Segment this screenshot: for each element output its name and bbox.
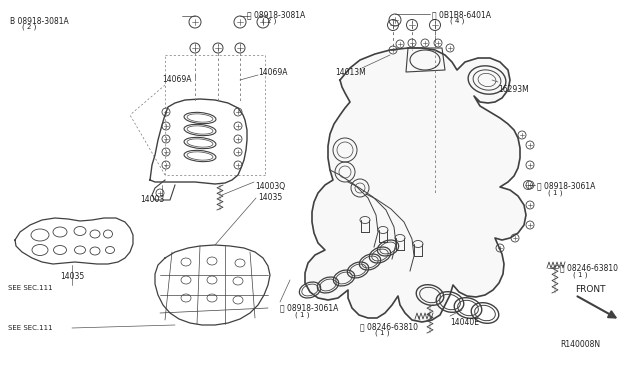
Text: 14069A: 14069A xyxy=(258,68,287,77)
Text: ( 4 ): ( 4 ) xyxy=(450,18,465,25)
Text: SEE SEC.111: SEE SEC.111 xyxy=(8,285,52,291)
Text: 14040E: 14040E xyxy=(450,318,479,327)
Text: 14003: 14003 xyxy=(140,195,164,204)
Text: Ⓝ 08918-3061A: Ⓝ 08918-3061A xyxy=(280,303,339,312)
Text: 14035: 14035 xyxy=(258,193,282,202)
Text: Ⓑ 0B1B8-6401A: Ⓑ 0B1B8-6401A xyxy=(432,10,491,19)
Text: 14013M: 14013M xyxy=(335,68,365,77)
Text: ( 1 ): ( 1 ) xyxy=(375,330,390,337)
Text: 14003Q: 14003Q xyxy=(255,182,285,191)
Text: Ⓑ 08918-3081A: Ⓑ 08918-3081A xyxy=(247,10,305,19)
Text: ( 1 ): ( 1 ) xyxy=(548,189,563,196)
Text: B 08918-3081A: B 08918-3081A xyxy=(10,17,68,26)
Text: ( 2 ): ( 2 ) xyxy=(22,24,36,31)
Text: ( 1 ): ( 1 ) xyxy=(573,271,588,278)
Text: SEE SEC.111: SEE SEC.111 xyxy=(8,325,52,331)
Text: R140008N: R140008N xyxy=(560,340,600,349)
Text: ( 1 ): ( 1 ) xyxy=(295,311,310,317)
Text: FRONT: FRONT xyxy=(575,285,605,294)
Text: Ⓝ 08918-3061A: Ⓝ 08918-3061A xyxy=(537,181,595,190)
Polygon shape xyxy=(305,48,526,322)
Text: 14035: 14035 xyxy=(60,272,84,281)
Text: 16293M: 16293M xyxy=(498,85,529,94)
Text: Ⓢ 08246-63810: Ⓢ 08246-63810 xyxy=(360,322,418,331)
Text: Ⓢ 08246-63810: Ⓢ 08246-63810 xyxy=(560,263,618,272)
Text: 14069A: 14069A xyxy=(162,75,191,84)
Text: ( 2 ): ( 2 ) xyxy=(262,18,276,25)
